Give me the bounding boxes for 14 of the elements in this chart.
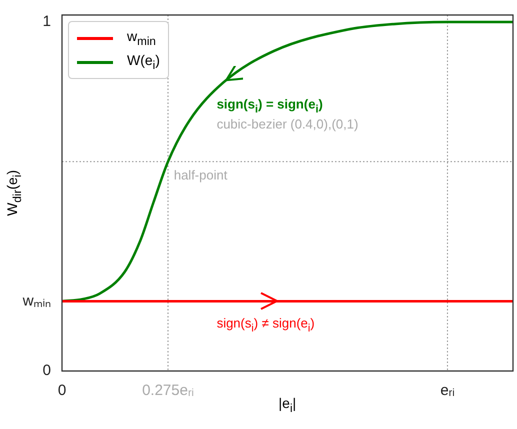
legend-label: w$_{min}$ — [127, 28, 156, 48]
y-tick-label: 0 — [42, 362, 51, 380]
annotation: sign(s$_{i}$) ≠ sign(e$_{i}$) — [216, 315, 315, 334]
x-tick-label: eᵣᵢ — [440, 382, 455, 400]
annotation: half-point — [174, 168, 228, 183]
x-tick-label: 0 — [58, 382, 66, 400]
annotation: cubic-bezier (0.4,0),(0,1) — [216, 116, 358, 132]
x-axis-title: |e$_{i}$| — [278, 395, 296, 415]
annotation: sign(s$_{i}$) = sign(e$_{i}$) — [216, 96, 323, 116]
line-series — [62, 20, 513, 302]
legend-label: W(e$_{i}$) — [127, 52, 160, 72]
y-tick-label: wₘᵢₙ — [22, 292, 51, 310]
y-tick-label: 1 — [42, 13, 51, 30]
x-tick-label: 0.275eᵣᵢ — [142, 382, 194, 400]
